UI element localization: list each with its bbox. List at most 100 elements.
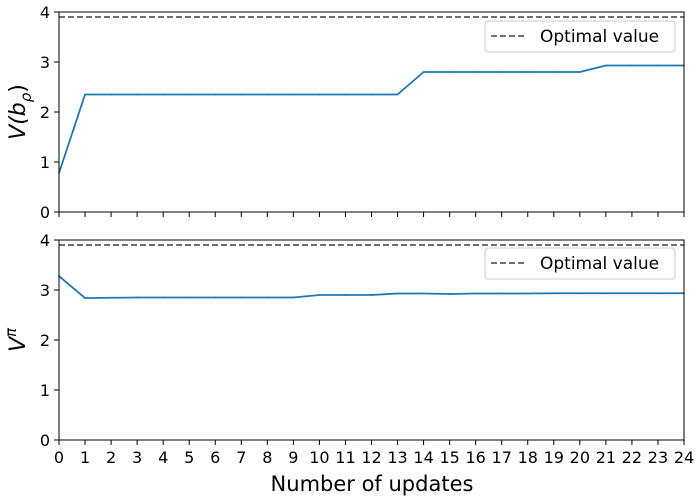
bottom-y-tick-label-4: 4 xyxy=(40,231,50,250)
top-legend: Optimal value xyxy=(484,20,676,53)
bottom-x-tick-label-18: 18 xyxy=(518,448,538,467)
top-series-line xyxy=(58,64,684,174)
top-legend-label: Optimal value xyxy=(540,27,659,47)
top-y-tick-label-1: 1 xyxy=(40,153,50,172)
top-series-point-22 xyxy=(631,64,633,67)
bottom-y-axis-label-superscript: π xyxy=(2,327,20,337)
bottom-series-point-2 xyxy=(110,296,112,299)
bottom-x-tick-label-13: 13 xyxy=(387,448,407,467)
bottom-series-point-11 xyxy=(344,294,347,296)
top-series-point-11 xyxy=(344,93,347,96)
bottom-x-tick-label-9: 9 xyxy=(288,448,298,467)
bottom-series-point-20 xyxy=(578,292,581,295)
bottom-x-tick-label-11: 11 xyxy=(335,448,355,467)
bottom-series-point-22 xyxy=(631,292,633,295)
top-series-point-8 xyxy=(266,93,269,96)
top-series-point-13 xyxy=(396,93,399,96)
bottom-series-point-23 xyxy=(657,292,659,295)
bottom-x-tick-label-14: 14 xyxy=(413,448,433,467)
top-plot-area xyxy=(58,16,685,217)
bottom-x-tick-label-22: 22 xyxy=(622,448,642,467)
top-y-tick-label-3: 3 xyxy=(40,53,50,72)
bottom-x-tick-label-15: 15 xyxy=(439,448,459,467)
bottom-y-tick-label-3: 3 xyxy=(40,281,50,300)
bottom-y-tick-label-1: 1 xyxy=(40,381,50,400)
bottom-x-tick-label-16: 16 xyxy=(465,448,485,467)
bottom-x-tick-label-3: 3 xyxy=(132,448,142,467)
bottom-x-ticks: 0 1 2 3 4 5 6 7 8 9 10 11 12 13 14 15 16 17 18 19 20 21 22 23 24 xyxy=(54,440,694,467)
bottom-x-tick-label-21: 21 xyxy=(596,448,616,467)
top-series-point-16 xyxy=(474,71,477,73)
bottom-x-tick-label-2: 2 xyxy=(106,448,116,467)
top-y-tick-label-4: 4 xyxy=(40,3,50,22)
bottom-series-point-13 xyxy=(396,292,399,295)
bottom-series-point-4 xyxy=(162,296,165,299)
bottom-x-tick-label-24: 24 xyxy=(674,448,694,467)
bottom-series-point-16 xyxy=(474,292,477,295)
bottom-x-tick-label-7: 7 xyxy=(236,448,246,467)
bottom-series-point-9 xyxy=(292,296,295,299)
bottom-series-point-6 xyxy=(214,296,217,299)
top-panel: 0 1 2 3 4 V(bρ) Optimal value xyxy=(6,3,685,222)
top-y-ticks: 0 1 2 3 4 xyxy=(40,3,59,222)
bottom-series-point-10 xyxy=(318,294,321,296)
bottom-series-point-17 xyxy=(500,292,503,295)
bottom-series-point-21 xyxy=(604,292,607,295)
bottom-y-axis-label: Vπ xyxy=(2,327,31,352)
top-series-point-14 xyxy=(422,71,425,73)
bottom-series-point-14 xyxy=(422,292,425,295)
bottom-series-point-3 xyxy=(136,296,139,299)
bottom-x-tick-label-1: 1 xyxy=(80,448,90,467)
bottom-x-tick-label-17: 17 xyxy=(492,448,512,467)
bottom-series-point-8 xyxy=(266,296,269,299)
top-series-point-15 xyxy=(448,71,451,73)
top-y-axis-label-main: V(b xyxy=(6,102,31,140)
top-series-point-18 xyxy=(526,71,529,73)
top-y-tick-label-0: 0 xyxy=(40,203,50,222)
bottom-x-tick-label-10: 10 xyxy=(309,448,329,467)
bottom-series-point-15 xyxy=(448,293,451,295)
top-series-point-6 xyxy=(214,93,217,96)
bottom-legend-label: Optimal value xyxy=(540,254,659,274)
top-series-point-17 xyxy=(500,71,503,73)
top-series-point-21 xyxy=(604,64,607,67)
top-series-point-7 xyxy=(240,93,243,96)
bottom-x-tick-label-12: 12 xyxy=(361,448,381,467)
top-series-point-10 xyxy=(318,93,321,96)
bottom-x-tick-label-20: 20 xyxy=(570,448,590,467)
top-series-point-2 xyxy=(110,93,112,96)
top-series-point-19 xyxy=(552,71,555,73)
top-y-axis-label-subscript: ρ xyxy=(17,92,35,102)
top-y-axis-label-close: ) xyxy=(6,84,31,93)
top-series-point-23 xyxy=(657,64,659,67)
top-y-tick-label-2: 2 xyxy=(40,103,50,122)
bottom-x-tick-label-8: 8 xyxy=(262,448,272,467)
bottom-x-tick-label-5: 5 xyxy=(184,448,194,467)
bottom-y-ticks: 0 1 2 3 4 xyxy=(40,231,59,450)
top-series-point-3 xyxy=(136,93,139,96)
bottom-legend: Optimal value xyxy=(484,247,676,280)
bottom-legend-box xyxy=(484,247,676,280)
bottom-y-tick-label-0: 0 xyxy=(40,431,50,450)
bottom-x-tick-label-23: 23 xyxy=(648,448,668,467)
bottom-x-tick-label-4: 4 xyxy=(158,448,168,467)
top-series-point-5 xyxy=(188,93,191,96)
bottom-x-tick-label-19: 19 xyxy=(544,448,564,467)
top-series-point-1 xyxy=(84,93,86,96)
top-legend-box xyxy=(484,20,676,53)
bottom-series-point-7 xyxy=(240,296,243,299)
top-series-point-4 xyxy=(162,93,165,96)
top-series-point-20 xyxy=(578,71,581,73)
bottom-series-point-5 xyxy=(188,296,191,299)
top-y-axis-label: V(bρ) xyxy=(6,84,35,140)
top-series-point-12 xyxy=(370,93,373,96)
bottom-series-point-18 xyxy=(526,292,529,295)
bottom-y-axis-label-main: V xyxy=(6,335,31,352)
bottom-x-tick-label-6: 6 xyxy=(210,448,220,467)
top-series-point-9 xyxy=(292,93,295,96)
bottom-x-tick-label-0: 0 xyxy=(54,448,64,467)
bottom-plot-area xyxy=(58,244,685,299)
bottom-series-point-12 xyxy=(370,294,373,296)
